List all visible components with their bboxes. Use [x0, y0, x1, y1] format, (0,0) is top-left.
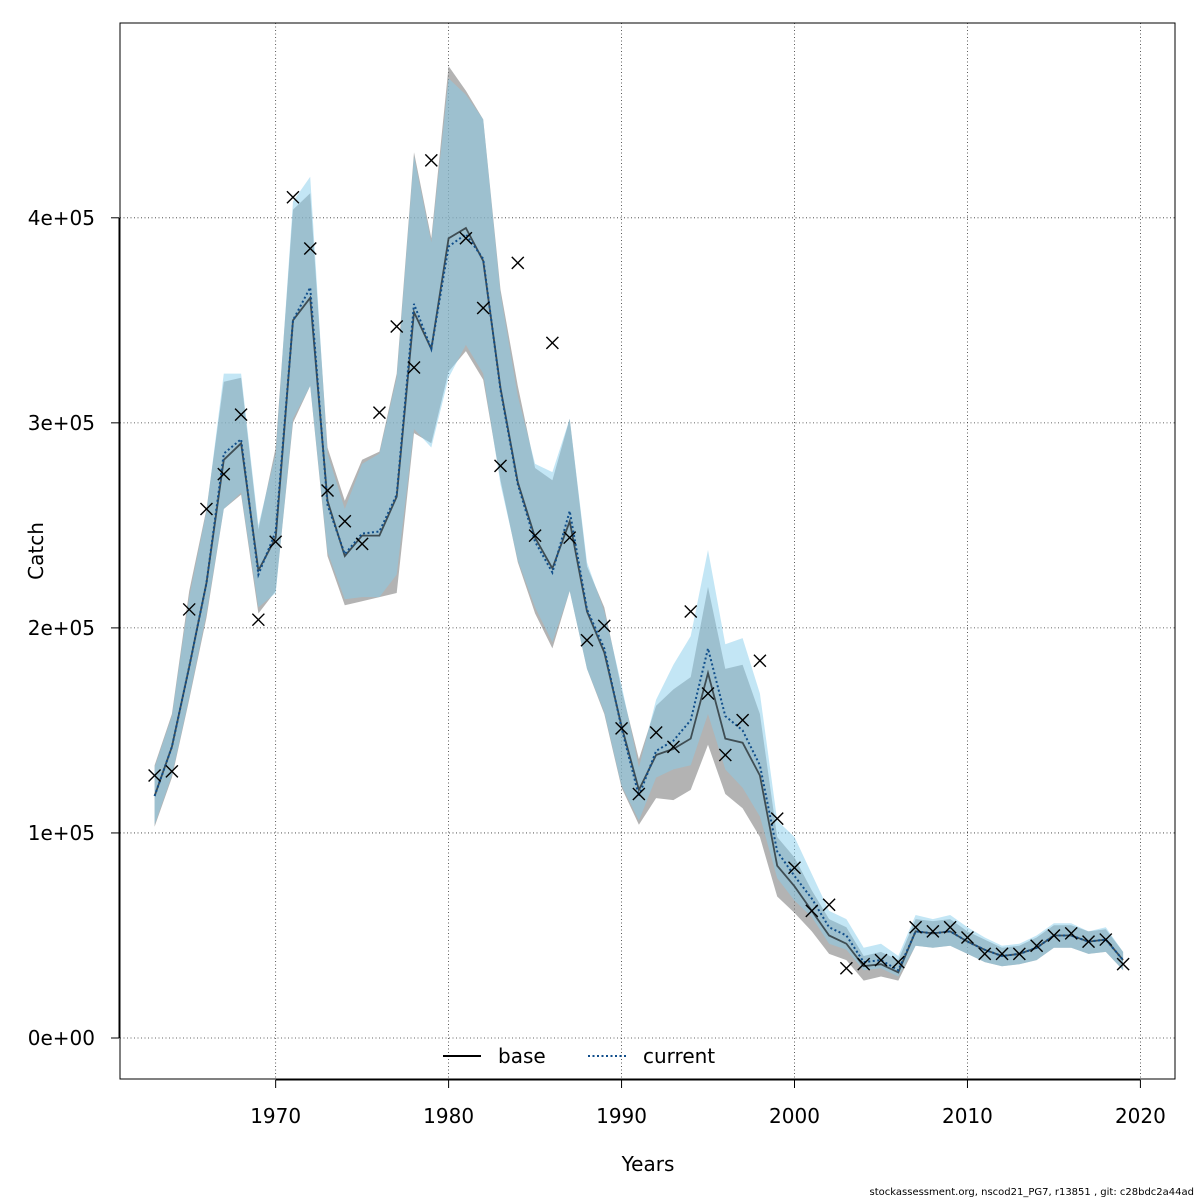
observed-point [649, 725, 663, 739]
observed-point [234, 408, 248, 422]
observed-point [372, 406, 386, 420]
observed-point [805, 904, 819, 918]
x-tick-label: 1980 [423, 1104, 474, 1128]
x-axis-label: Years [621, 1152, 675, 1176]
observed-point [511, 256, 525, 270]
y-tick-label: 1e+05 [28, 821, 95, 845]
observed-point [459, 231, 473, 245]
observed-point [891, 955, 905, 969]
y-tick-label: 0e+00 [28, 1026, 95, 1050]
observed-point [597, 619, 611, 633]
observed-point [321, 484, 335, 498]
x-tick-label: 2010 [942, 1104, 993, 1128]
observed-point [701, 687, 715, 701]
plot-frame [119, 22, 1176, 1080]
observed-point [753, 654, 767, 668]
axes: 1970 1980 1990 2000 2010 2020 0e+00 1e+05 2e+05 3… [28, 206, 1166, 1128]
observed-point [182, 602, 196, 616]
observed-point [788, 861, 802, 875]
x-tick-label: 2020 [1115, 1104, 1166, 1128]
y-tick-label: 4e+05 [28, 206, 95, 230]
observed-point [839, 961, 853, 975]
observed-point [269, 535, 283, 549]
y-tick-label: 2e+05 [28, 616, 95, 640]
observed-point [303, 242, 317, 256]
observed-point [390, 319, 404, 333]
observed-point [217, 467, 231, 481]
observed-point [615, 721, 629, 735]
observed-point [476, 301, 490, 315]
observed-point [736, 713, 750, 727]
observed-point [355, 537, 369, 551]
observed-point [1116, 957, 1130, 971]
observed-point [199, 502, 213, 516]
observed-point [1064, 926, 1078, 940]
observed-point [407, 360, 421, 374]
observed-point [995, 947, 1009, 961]
x-tick-label: 1990 [596, 1104, 647, 1128]
observed-point [822, 898, 836, 912]
observed-point [1047, 928, 1061, 942]
observed-point [563, 531, 577, 545]
observed-point [424, 153, 438, 167]
legend-base-label: base [498, 1044, 546, 1068]
observed-point [165, 764, 179, 778]
current-confidence-band [154, 78, 1124, 977]
observed-point [874, 953, 888, 967]
observed-point [1082, 935, 1096, 949]
observed-point [251, 613, 265, 627]
observed-point [1099, 933, 1113, 947]
observed-points [148, 153, 1130, 975]
observed-point [666, 740, 680, 754]
observed-point [1030, 939, 1044, 953]
observed-point [909, 920, 923, 934]
observed-point [528, 529, 542, 543]
observed-point [857, 957, 871, 971]
observed-point [1012, 947, 1026, 961]
x-tick-label: 1970 [250, 1104, 301, 1128]
observed-point [978, 947, 992, 961]
confidence-bands [154, 66, 1124, 981]
observed-point [286, 190, 300, 204]
observed-point [718, 748, 732, 762]
observed-point [770, 812, 784, 826]
observed-point [580, 633, 594, 647]
observed-point [926, 924, 940, 938]
observed-point [943, 920, 957, 934]
observed-point [493, 459, 507, 473]
y-axis-label: Catch [24, 522, 48, 580]
legend: base current [443, 1044, 715, 1068]
observed-point [545, 336, 559, 350]
observed-point [684, 604, 698, 618]
y-tick-label: 3e+05 [28, 411, 95, 435]
observed-point [632, 787, 646, 801]
observed-point [960, 931, 974, 945]
estimate-lines [153, 226, 1124, 974]
observed-point [338, 514, 352, 528]
observed-point [148, 769, 162, 783]
footer-note: stockassessment.org, nscod21_PG7, r13851… [869, 1187, 1194, 1198]
x-tick-label: 2000 [769, 1104, 820, 1128]
legend-current-label: current [643, 1044, 715, 1068]
